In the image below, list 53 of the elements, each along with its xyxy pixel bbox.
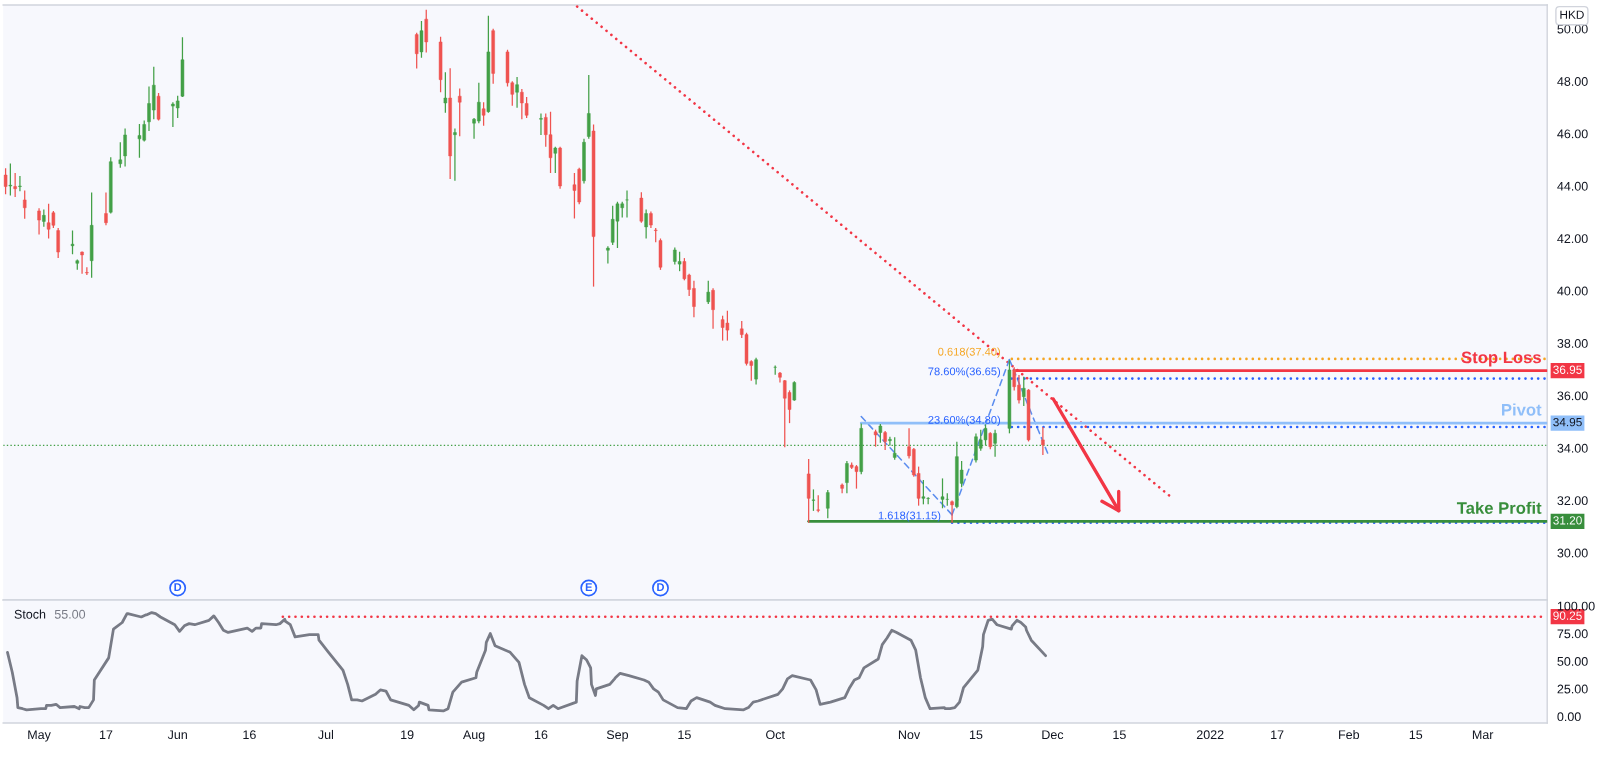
y-tick-label: 75.00 <box>1557 629 1588 639</box>
y-tick-label: 46.00 <box>1557 129 1588 139</box>
data-label: 34.95 <box>1553 417 1582 427</box>
x-tick-label: Sep <box>606 730 629 742</box>
y-tick-label: 36.00 <box>1557 391 1588 401</box>
series-label: 0.618(37.40) <box>938 347 1001 358</box>
x-tick-label: Dec <box>1042 730 1064 740</box>
x-tick-label: 17 <box>99 730 113 739</box>
y-tick-label: 42.00 <box>1557 234 1588 244</box>
y-tick-label: 25.00 <box>1557 684 1588 694</box>
x-tick-label: May <box>28 730 51 742</box>
text: Stoch <box>14 609 46 619</box>
annotation: D <box>174 583 182 591</box>
x-tick-label: Aug <box>462 730 485 742</box>
x-tick-label: Jul <box>318 729 334 740</box>
series-label: 1.618(31.15) <box>878 511 941 522</box>
x-tick-label: 16 <box>243 730 256 740</box>
series-label: Pivot <box>1502 403 1542 416</box>
y-tick-label: 50.00 <box>1557 24 1588 34</box>
x-tick-label: 16 <box>534 730 548 740</box>
y-tick-label: 50.00 <box>1557 656 1588 666</box>
series-label: 78.60%(36.65) <box>928 367 1001 378</box>
x-tick-label: Mar <box>1472 730 1494 740</box>
x-tick-label: Nov <box>898 730 921 740</box>
series-label: Stop Loss <box>1461 351 1541 367</box>
x-tick-label: 15 <box>1409 730 1423 740</box>
annotation: D <box>657 583 665 591</box>
y-tick-label: 32.00 <box>1557 496 1588 506</box>
x-tick-label: 15 <box>1113 730 1126 740</box>
y-tick-label: 38.00 <box>1557 339 1588 348</box>
y-tick-label: 34.00 <box>1557 443 1588 453</box>
x-tick-label: 15 <box>969 730 983 740</box>
series-label: Take Profit <box>1456 501 1542 514</box>
y-tick-label: 44.00 <box>1557 181 1588 191</box>
x-tick-label: 15 <box>678 730 691 740</box>
x-tick-label: Oct <box>766 730 785 740</box>
x-tick-label: Feb <box>1339 729 1360 740</box>
data-label: 90.25 <box>1553 611 1582 620</box>
annotation: E <box>585 583 593 591</box>
y-tick-label: 40.00 <box>1557 286 1588 296</box>
y-axis-title: HKD <box>1560 10 1584 19</box>
x-tick-label: 17 <box>1271 730 1284 739</box>
series-label: 23.60%(34.80) <box>928 415 1001 426</box>
data-label: 31.20 <box>1553 516 1582 525</box>
y-tick-label: 48.00 <box>1557 77 1588 86</box>
y-tick-label: 0.00 <box>1557 712 1581 722</box>
x-tick-label: Jun <box>167 730 187 740</box>
y-tick-label: 100.00 <box>1557 601 1595 611</box>
x-tick-label: 2022 <box>1196 730 1224 740</box>
data-label: 36.95 <box>1553 365 1582 374</box>
text: 55.00 <box>54 609 86 619</box>
x-tick-label: 19 <box>401 730 414 740</box>
y-tick-label: 30.00 <box>1557 548 1588 558</box>
